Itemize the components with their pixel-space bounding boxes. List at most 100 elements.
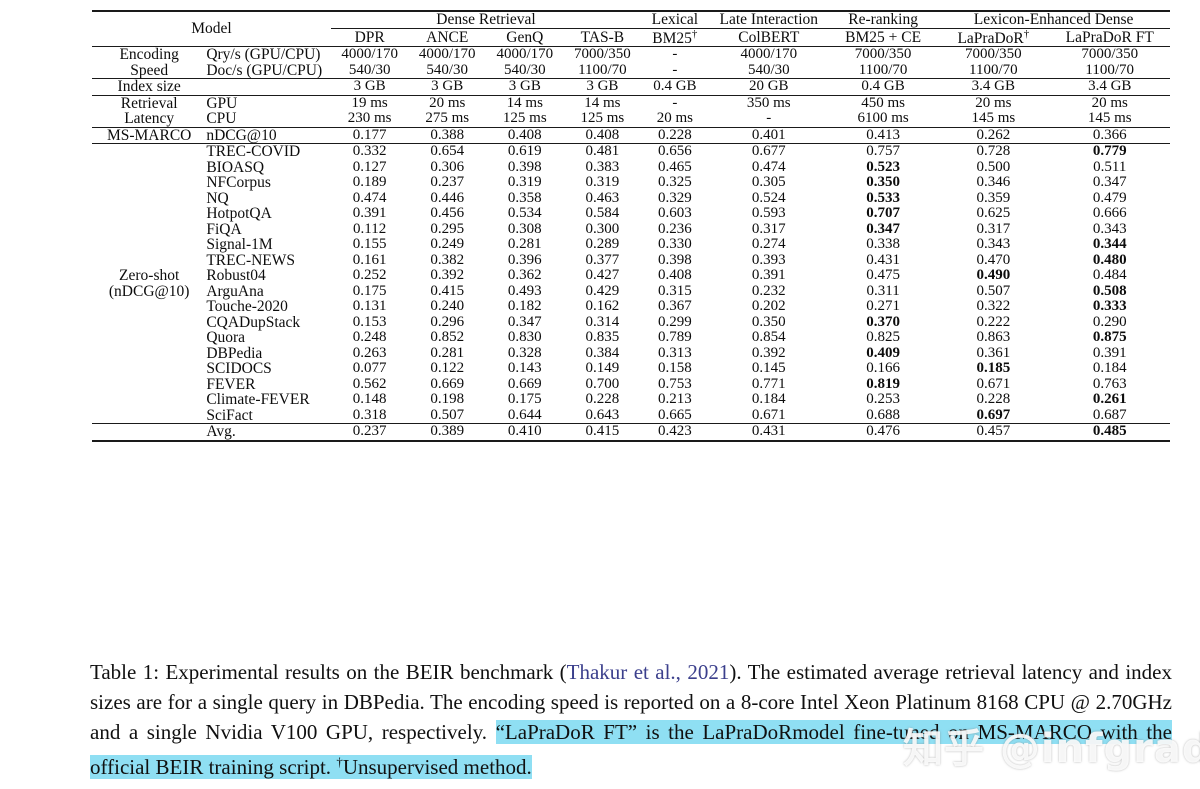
table-cell: 0.408 xyxy=(486,126,564,144)
table-cell: 0.669 xyxy=(430,375,465,392)
table-cell: 3 GB xyxy=(486,78,564,96)
table-cell: 540/30 xyxy=(426,61,469,78)
column-header-tas-b: TAS-B xyxy=(580,28,625,46)
table-row: Zero-shot (nDCG@10) TREC-COVID 0.332 0.654 0.… xyxy=(92,143,1170,424)
table-cell: 0.753 xyxy=(657,375,692,392)
table-cell: 0.112 xyxy=(353,220,387,237)
table-cell: 0.665 xyxy=(657,406,692,423)
table-cell: 0.366 xyxy=(1049,126,1170,144)
table-cell: 0.593 xyxy=(751,205,786,222)
column-group-header: Lexical xyxy=(641,10,709,29)
table-cell: 0.347 xyxy=(866,220,900,237)
table-cell: 0.391 xyxy=(751,267,786,284)
table-column-header-row: DPR ANCE GenQ TAS-B BM25† ColBERT BM25 + CE LaP… xyxy=(92,28,1170,47)
table-cell: 0.149 xyxy=(585,360,620,377)
table-cell: 0.162 xyxy=(585,298,620,315)
table-cell: 0.261 xyxy=(1092,391,1127,408)
table-cell: 4000/170 xyxy=(708,46,829,63)
table-cell-avg: 0.476 xyxy=(829,423,938,442)
table-row: ArguAna 0.175 0.415 0.493 0.429 0.315 0.232 0.3… xyxy=(92,284,1170,300)
table-cell: 0.274 xyxy=(751,236,786,253)
column-header-laprador: LaPraDoR† xyxy=(957,27,1030,47)
results-table-container: Model Dense Retrieval Lexical Late Interact… xyxy=(92,10,1170,442)
row-label: NFCorpus xyxy=(206,174,271,192)
table-cell: 0.299 xyxy=(657,313,692,330)
table-cell: 350 ms xyxy=(708,94,829,112)
table-cell: - xyxy=(641,94,709,112)
table-cell: 0.145 xyxy=(751,360,786,377)
table-cell: 0.431 xyxy=(866,251,900,268)
caption-citation-link[interactable]: Thakur et al., 2021 xyxy=(566,660,730,684)
table-cell: 0.306 xyxy=(430,158,465,175)
table-cell: 0.350 xyxy=(751,313,786,330)
table-cell: 0.656 xyxy=(641,143,709,160)
table-cell: 0.333 xyxy=(1092,298,1127,315)
table-cell: 0.319 xyxy=(507,174,542,191)
table-cell: 0.370 xyxy=(866,313,900,330)
column-header-colbert: ColBERT xyxy=(738,28,800,46)
table-cell: 0.253 xyxy=(866,391,900,408)
table-cell: 3 GB xyxy=(330,78,409,96)
table-cell: 540/30 xyxy=(348,61,391,78)
table-cell-avg: 0.485 xyxy=(1049,423,1170,442)
table-cell: 0.398 xyxy=(657,251,692,268)
table-cell: 4000/170 xyxy=(486,46,564,63)
table-cell: 0.281 xyxy=(507,236,542,253)
table-row: CQADupStack 0.153 0.296 0.347 0.314 0.299 0.35… xyxy=(92,315,1170,331)
table-cell: 0.392 xyxy=(751,344,786,361)
table-cell: 0.271 xyxy=(866,298,900,315)
table-cell: 0.328 xyxy=(507,344,542,361)
table-cell: 20 ms xyxy=(1049,94,1170,112)
table-cell: 0.161 xyxy=(352,251,387,268)
row-label: TREC-COVID xyxy=(206,143,331,160)
row-group-label-line: Encoding xyxy=(119,46,179,64)
results-table: Model Dense Retrieval Lexical Late Interact… xyxy=(92,10,1170,442)
table-cell: 3 GB xyxy=(408,78,487,96)
table-cell: 0.480 xyxy=(1092,251,1127,268)
table-cell: 0.396 xyxy=(507,251,542,268)
table-cell: 145 ms xyxy=(971,110,1016,127)
table-cell: 0.314 xyxy=(585,313,620,330)
table-cell: 0.697 xyxy=(976,406,1011,423)
table-cell: 0.343 xyxy=(976,236,1011,253)
table-cell: 0.771 xyxy=(751,375,786,392)
table-cell: 0.077 xyxy=(352,360,387,377)
row-label: SCIDOCS xyxy=(206,360,272,378)
row-group-label-empty xyxy=(92,423,207,442)
table-row: FEVER 0.562 0.669 0.669 0.700 0.753 0.771 0.819… xyxy=(92,377,1170,393)
table-cell: 0.296 xyxy=(430,313,465,330)
table-cell: 0.584 xyxy=(585,205,620,222)
table-cell: - xyxy=(641,46,709,63)
table-cell: 450 ms xyxy=(829,94,938,112)
row-label xyxy=(206,78,331,96)
table-cell: 0.359 xyxy=(976,189,1011,206)
table-cell: 0.362 xyxy=(507,267,542,284)
table-cell: 0.358 xyxy=(507,189,542,206)
row-group-label-line: Index size xyxy=(117,78,181,96)
row-label: CQADupStack xyxy=(206,313,301,331)
table-cell: 6100 ms xyxy=(857,110,909,127)
table-cell-avg: 0.457 xyxy=(937,423,1050,442)
table-row: Index size 3 GB 3 GB 3 GB 3 GB 0.4 GB 20 GB 0.4… xyxy=(92,78,1170,96)
table-cell: 0.344 xyxy=(1092,236,1127,253)
table-cell: 0.175 xyxy=(352,282,387,299)
table-cell: 0.175 xyxy=(507,391,542,408)
column-header-bm25: BM25† xyxy=(652,27,698,47)
table-cell: 20 ms xyxy=(656,110,693,127)
table-cell: 0.177 xyxy=(330,126,409,144)
table-cell: 0.237 xyxy=(430,174,465,191)
table-cell: 0.122 xyxy=(430,360,465,377)
table-cell: 0.350 xyxy=(866,174,900,191)
row-label: CPU xyxy=(206,110,237,128)
table-cell: 0.408 xyxy=(657,267,692,284)
table-row: DBPedia 0.263 0.281 0.328 0.384 0.313 0.392 0.4… xyxy=(92,346,1170,362)
table-cell: 0.391 xyxy=(352,205,387,222)
table-cell: 0.654 xyxy=(408,143,487,160)
table-cell: 0.470 xyxy=(976,251,1011,268)
row-group-label-line: Latency xyxy=(124,110,175,128)
table-cell: 1100/70 xyxy=(578,61,627,78)
table-cell: 0.228 xyxy=(585,391,620,408)
table-cell: 0.819 xyxy=(866,375,900,392)
table-cell: 0.465 xyxy=(657,158,692,175)
